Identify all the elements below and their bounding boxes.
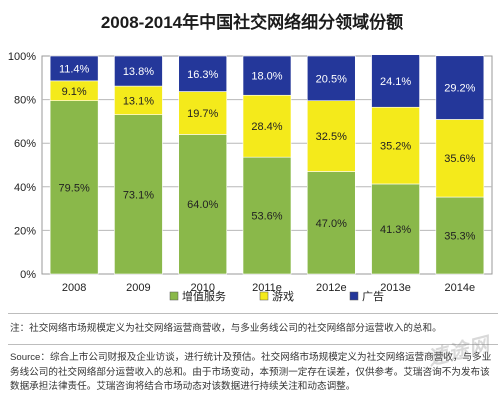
data-label: 18.0%: [251, 71, 282, 83]
stacked-bar-chart: 0% 20% 40% 60% 80% 100% 79.5% 9.1% 11.4% 2008 73.1…: [8, 51, 493, 303]
divider: [8, 313, 498, 314]
bar-segment: [114, 114, 163, 275]
bar-segment: [371, 106, 420, 185]
bar-segment: [371, 183, 420, 275]
bar-segment: [178, 91, 228, 135]
data-label: 11.4%: [59, 63, 90, 75]
data-label: 79.5%: [59, 182, 90, 194]
x-tick-label: 2009: [126, 282, 150, 294]
bar-segment: [49, 100, 99, 275]
x-tick-label: 2012e: [316, 282, 347, 294]
bar-segment: [114, 85, 163, 115]
data-label: 19.7%: [187, 108, 218, 120]
bar-segment: [435, 119, 485, 198]
y-tick-label: 0%: [20, 269, 36, 281]
bar-segment: [306, 55, 356, 101]
y-tick-label: 100%: [8, 51, 36, 63]
chart-title: 2008-2014年中国社交网络细分领域份额: [100, 13, 404, 32]
source-note: Source：综合上市公司财报及企业访谈，进行统计及预估。社交网络市场规模定义为…: [10, 352, 492, 392]
y-tick-label: 60%: [14, 138, 36, 150]
data-label: 35.3%: [444, 231, 475, 243]
chart-note: 注：社交网络市场规模定义为社交网络运营商营收，与多业务线公司的社交网络部分运营收…: [10, 323, 442, 334]
x-tick-label: 2010: [190, 282, 214, 294]
data-label: 9.1%: [62, 86, 87, 98]
legend-swatch: [349, 291, 359, 301]
data-label: 24.1%: [380, 76, 411, 88]
bar-segment: [114, 55, 163, 87]
bar-segment: [371, 54, 420, 108]
data-label: 13.8%: [123, 66, 154, 78]
bar-segment: [178, 134, 228, 275]
data-label: 20.5%: [316, 73, 347, 85]
data-label: 29.2%: [444, 83, 475, 95]
legend-swatch: [169, 291, 179, 301]
data-label: 35.6%: [444, 153, 475, 165]
data-label: 16.3%: [187, 69, 218, 81]
x-tick-label: 2013e: [380, 282, 411, 294]
bar-segment: [242, 94, 292, 158]
data-label: 41.3%: [380, 224, 411, 236]
bar-segment: [435, 196, 485, 275]
bar-segment: [242, 55, 292, 96]
bar-segment: [306, 171, 356, 275]
bar-segment: [306, 100, 356, 172]
divider: [8, 344, 498, 345]
x-tick-label: 2014e: [445, 282, 476, 294]
bar-segment: [242, 156, 292, 275]
data-label: 47.0%: [316, 218, 347, 230]
data-label: 64.0%: [187, 199, 218, 211]
x-tick-label: 2011e: [252, 282, 282, 294]
bar-segment: [49, 55, 99, 82]
y-tick-label: 40%: [14, 182, 36, 194]
legend-label: 增值服务: [182, 289, 226, 303]
data-label: 73.1%: [123, 189, 154, 201]
legend-swatch: [259, 291, 269, 301]
data-label: 35.2%: [380, 141, 411, 153]
y-tick-label: 20%: [14, 225, 36, 237]
bar-segment: [178, 55, 228, 92]
data-label: 53.6%: [251, 211, 282, 223]
data-label: 13.1%: [123, 95, 154, 107]
data-label: 28.4%: [251, 121, 282, 133]
legend-label: 广告: [362, 290, 384, 303]
data-label: 32.5%: [316, 131, 347, 143]
y-tick-label: 80%: [14, 95, 36, 107]
bar-segment: [435, 55, 485, 120]
x-tick-label: 2008: [62, 282, 86, 294]
legend-label: 游戏: [272, 290, 294, 303]
